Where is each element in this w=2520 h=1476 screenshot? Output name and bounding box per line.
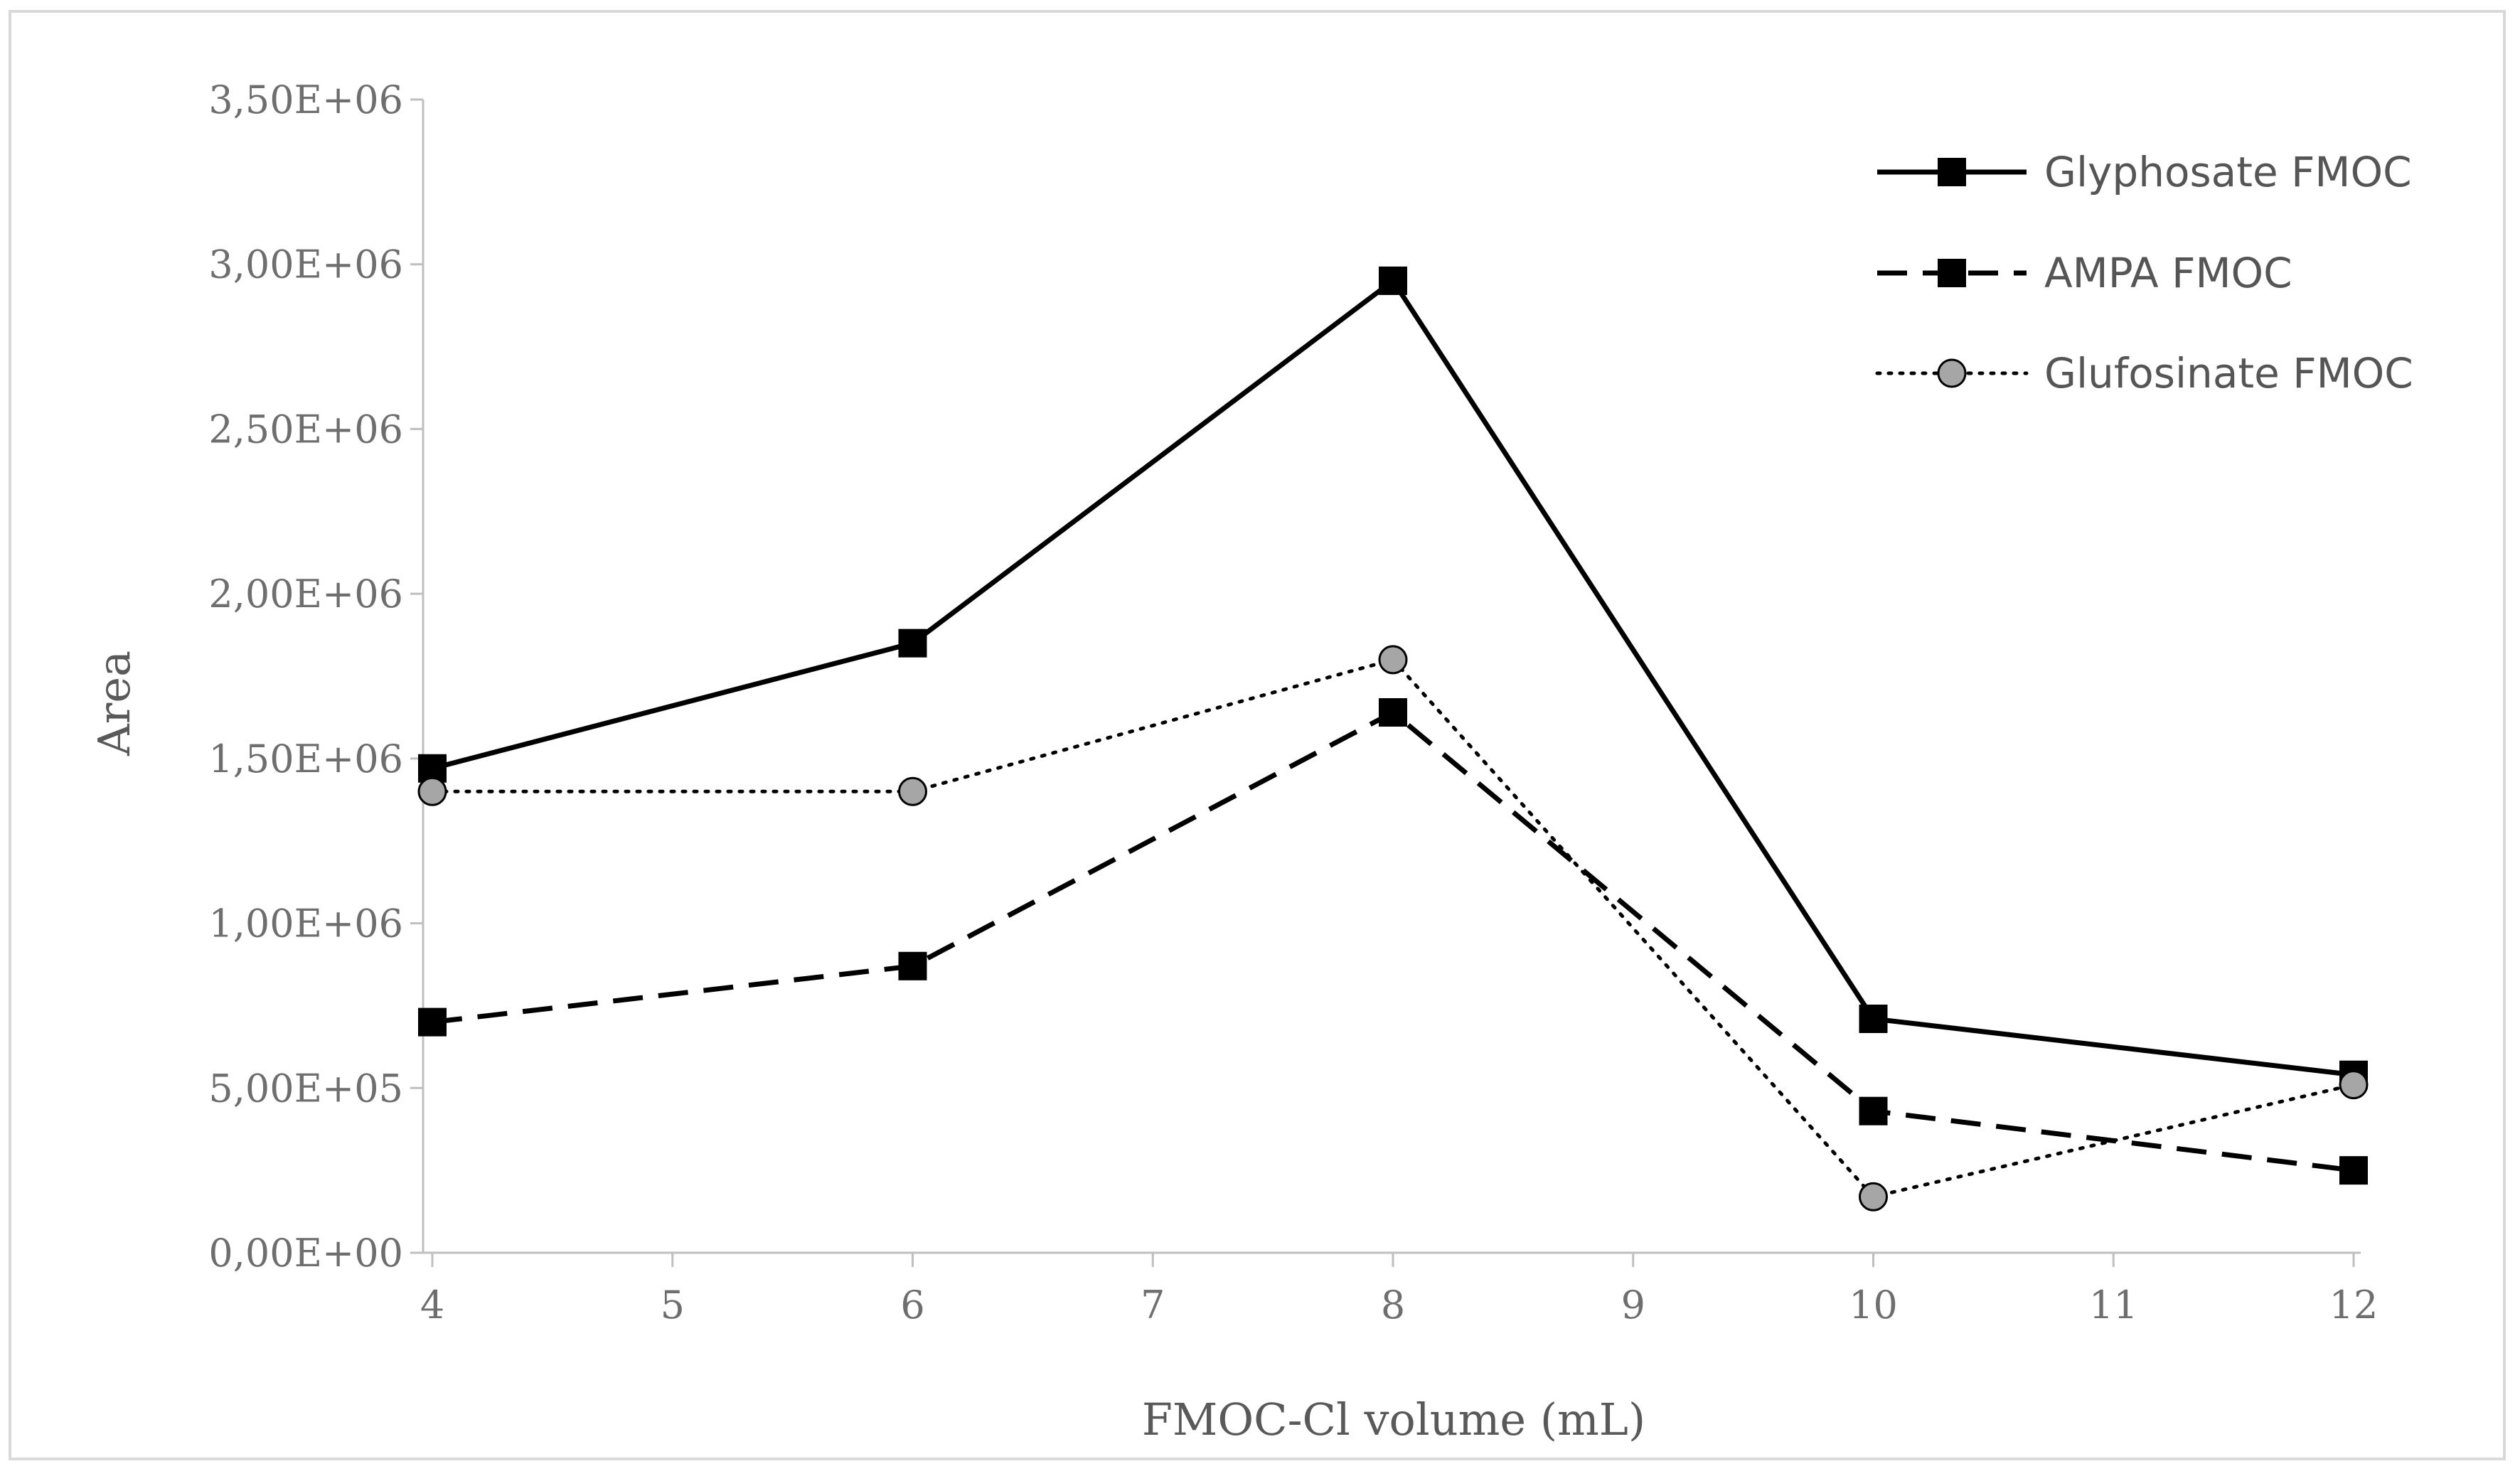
x-tick-label: 8 bbox=[1381, 1283, 1405, 1327]
x-tick-label: 6 bbox=[900, 1283, 924, 1327]
legend-item: Glyphosate FMOC bbox=[1877, 148, 2412, 196]
legend-item: Glufosinate FMOC bbox=[1875, 349, 2413, 397]
series-line bbox=[430, 658, 2356, 1199]
y-tick-label: 1,00E+06 bbox=[208, 902, 403, 946]
legend-label: Glyphosate FMOC bbox=[2044, 148, 2412, 196]
legend-label: Glufosinate FMOC bbox=[2044, 349, 2413, 397]
axes: 0,00E+00 5,00E+05 1,00E+06 1,50E+06 2,00E+06… bbox=[208, 77, 2378, 1327]
series-line bbox=[432, 277, 2354, 1078]
legend-label: AMPA FMOC bbox=[2044, 249, 2292, 297]
series-line bbox=[432, 709, 2354, 1173]
y-tick-label: 5,00E+05 bbox=[208, 1066, 403, 1111]
chart-frame bbox=[9, 10, 2506, 1460]
data-point bbox=[417, 776, 447, 806]
data-point bbox=[898, 951, 927, 980]
x-tick-label: 11 bbox=[2089, 1283, 2138, 1327]
y-tick-label: 2,50E+06 bbox=[208, 407, 403, 451]
legend-marker bbox=[1938, 259, 1966, 287]
legend-item: AMPA FMOC bbox=[1877, 249, 2292, 297]
data-point bbox=[1379, 697, 1407, 727]
data-point bbox=[898, 629, 927, 658]
data-point bbox=[1859, 1096, 1888, 1125]
data-point bbox=[898, 776, 927, 806]
series-group bbox=[417, 266, 2369, 1212]
data-point bbox=[1379, 266, 1407, 295]
data-point bbox=[1859, 1182, 1888, 1212]
y-tick-label: 3,00E+06 bbox=[208, 242, 403, 287]
legend: Glyphosate FMOC AMPA FMOC Glufosinate FMOC bbox=[1875, 148, 2413, 397]
x-tick-label: 4 bbox=[420, 1283, 444, 1327]
legend-marker bbox=[1937, 358, 1967, 388]
data-point bbox=[2339, 1156, 2368, 1185]
x-tick-label: 12 bbox=[2329, 1283, 2378, 1327]
x-tick-label: 10 bbox=[1849, 1283, 1898, 1327]
y-axis-title: Area bbox=[88, 651, 140, 756]
series-glufosinate-fmoc bbox=[417, 645, 2369, 1212]
data-point bbox=[418, 1007, 447, 1037]
series-ampa-fmoc bbox=[418, 697, 2368, 1185]
x-tick-label: 5 bbox=[661, 1283, 685, 1327]
data-point bbox=[2339, 1070, 2369, 1100]
data-point bbox=[1859, 1004, 1888, 1033]
x-tick-label: 9 bbox=[1621, 1283, 1645, 1327]
x-tick-label: 7 bbox=[1141, 1283, 1165, 1327]
y-tick-label: 3,50E+06 bbox=[208, 77, 403, 122]
x-axis-title: FMOC-Cl volume (mL) bbox=[1142, 1394, 1645, 1445]
data-point bbox=[1378, 645, 1408, 675]
y-tick-label: 1,50E+06 bbox=[208, 737, 403, 781]
y-tick-label: 0,00E+00 bbox=[208, 1231, 403, 1276]
y-tick-label: 2,00E+06 bbox=[208, 572, 403, 616]
legend-marker bbox=[1938, 158, 1966, 186]
